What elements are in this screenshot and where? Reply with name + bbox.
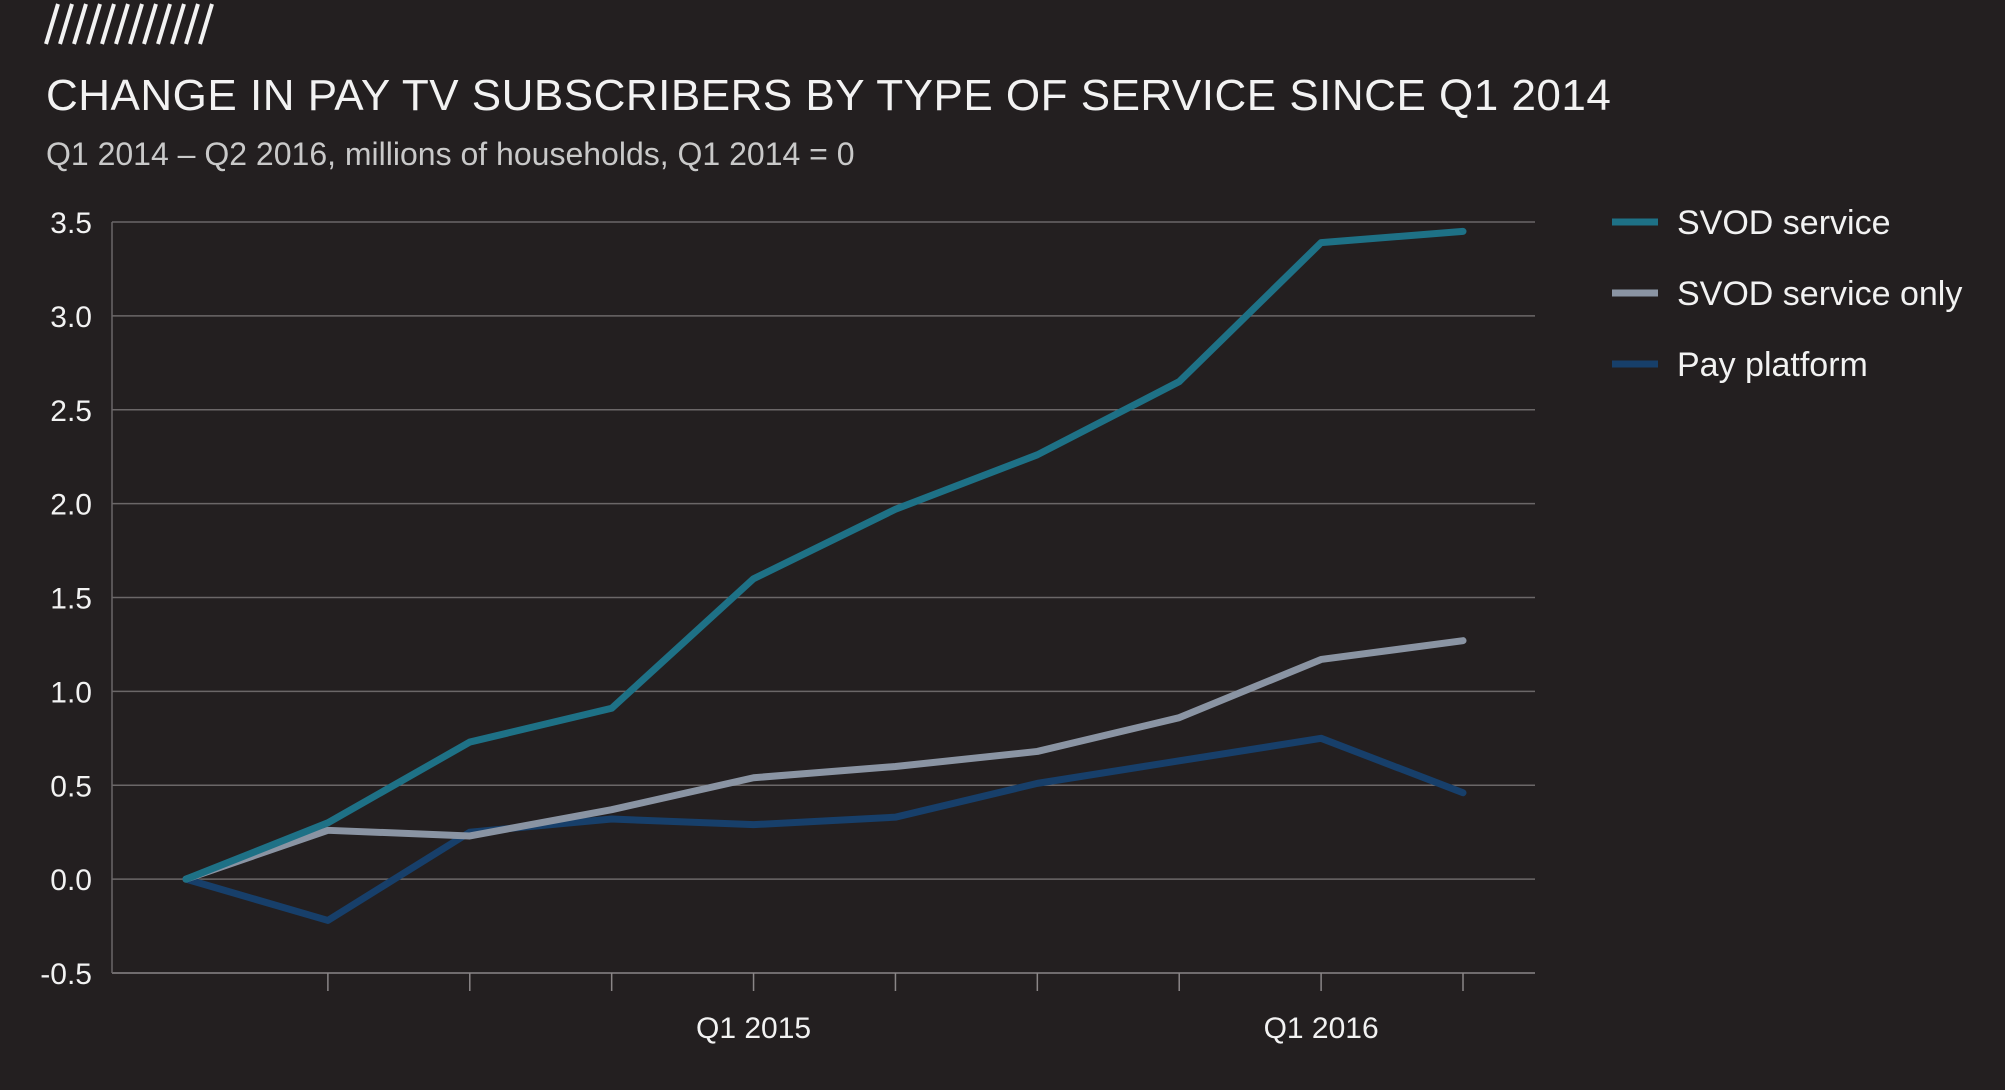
- logo-hatch-stroke: [170, 3, 186, 45]
- legend-label: Pay platform: [1677, 346, 1868, 384]
- y-tick-label: 3.0: [50, 301, 92, 334]
- logo-hatch-stroke: [198, 3, 214, 45]
- y-tick-label: 2.0: [50, 489, 92, 522]
- x-tick-label: Q1 2015: [696, 1012, 811, 1045]
- legend: SVOD service SVOD service only Pay platfor…: [1612, 204, 1962, 384]
- y-tick-label: 0.0: [50, 864, 92, 897]
- logo-hatch-stroke: [184, 3, 200, 45]
- y-tick-label: -0.5: [40, 958, 92, 991]
- logo-hatch-stroke: [86, 3, 102, 45]
- y-tick-label: 1.5: [50, 583, 92, 616]
- legend-label: SVOD service only: [1677, 275, 1962, 313]
- x-tick-label: Q1 2016: [1264, 1012, 1379, 1045]
- y-tick-label: 3.5: [50, 207, 92, 240]
- chart-title: CHANGE IN PAY TV SUBSCRIBERS BY TYPE OF …: [46, 71, 1611, 120]
- logo-hatch-stroke: [156, 3, 172, 45]
- series-line-svod-service: [182, 227, 1467, 883]
- y-tick-label: 2.5: [50, 395, 92, 428]
- x-axis: Q1 2015 Q1 2016: [327, 973, 1464, 1045]
- gridlines: [111, 221, 1535, 974]
- legend-label: SVOD service: [1677, 204, 1891, 242]
- logo-hatch-stroke: [142, 3, 158, 45]
- series-line-pay-platform: [182, 734, 1467, 924]
- y-tick-label: 1.0: [50, 676, 92, 709]
- logo-hatch-stroke: [114, 3, 130, 45]
- y-axis: 3.5 3.0 2.5 2.0 1.5 1.0 0.5 0.0 -0.5: [40, 207, 92, 991]
- series-line-svod-service-only: [182, 637, 1467, 883]
- series-lines: [182, 227, 1467, 924]
- logo-hatch-stroke: [44, 3, 60, 45]
- y-tick-label: 0.5: [50, 770, 92, 803]
- logo-hatch-stroke: [100, 3, 116, 45]
- chart-subtitle: Q1 2014 – Q2 2016, millions of household…: [46, 136, 855, 172]
- logo-hatch-stroke: [58, 3, 74, 45]
- logo-hatch-stroke: [128, 3, 144, 45]
- logo-hatch-stroke: [72, 3, 88, 45]
- logo-hatch-icon: [44, 3, 214, 45]
